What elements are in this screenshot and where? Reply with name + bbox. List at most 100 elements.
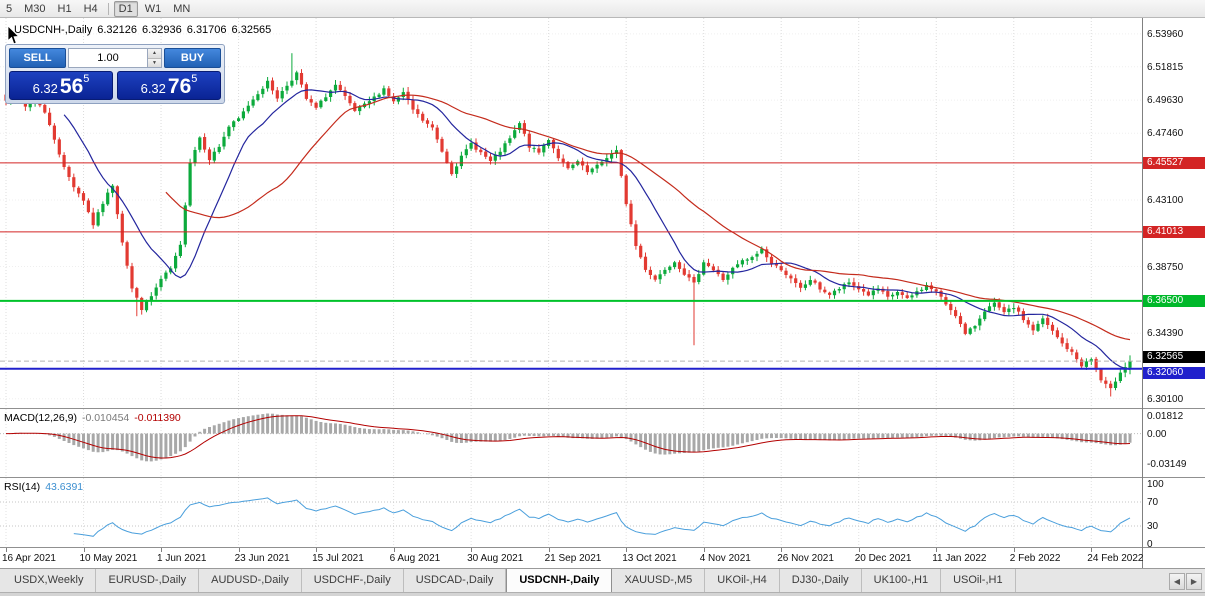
time-axis-label: 20 Dec 2021 <box>854 553 912 564</box>
ohlc-open: 6.32126 <box>97 24 137 36</box>
panel-separator[interactable] <box>0 408 1205 409</box>
bid-price-box[interactable]: 6.32 56 5 <box>9 71 113 100</box>
time-axis-label: 16 Apr 2021 <box>2 553 56 564</box>
time-axis-tick <box>316 548 318 552</box>
macd-indicator-label: MACD(12,26,9) -0.010454 -0.011390 <box>4 412 181 424</box>
price-axis-label: 6.47460 <box>1147 128 1184 140</box>
timeframe-button-5[interactable]: 5 <box>1 1 17 17</box>
macd-panel-canvas[interactable] <box>0 409 1142 477</box>
timeframe-button-h1[interactable]: H1 <box>53 1 77 17</box>
price-level-badge: 6.32565 <box>1143 351 1205 364</box>
timeframe-button-mn[interactable]: MN <box>168 1 195 17</box>
chart-symbol-period: USDCNH-,Daily <box>14 24 93 36</box>
tab-scroll-buttons: ◀ ▶ <box>1169 573 1202 590</box>
time-axis-tick <box>703 548 705 552</box>
time-axis-tick <box>6 548 7 552</box>
rsi-panel-canvas[interactable] <box>0 478 1142 547</box>
time-axis-label: 11 Jan 2022 <box>932 553 987 564</box>
sell-button[interactable]: SELL <box>9 48 66 68</box>
price-axis-label: 6.30100 <box>1147 393 1184 405</box>
mouse-cursor-icon <box>7 26 20 45</box>
price-level-badge: 6.41013 <box>1143 225 1205 238</box>
price-axis-label: 6.51815 <box>1147 61 1184 73</box>
macd-main-value: -0.010454 <box>81 412 130 424</box>
rsi-axis-label: 30 <box>1147 521 1159 532</box>
time-axis-tick <box>548 548 550 552</box>
time-axis-tick <box>858 548 860 552</box>
chart-tabs-bar: USDX,Weekly EURUSD-,Daily AUDUSD-,Daily USD… <box>0 568 1205 592</box>
chart-tab-xauusd-m5[interactable]: XAUUSD-,M5 <box>612 569 706 592</box>
bid-main: 6.32 <box>32 81 58 96</box>
rsi-indicator-label: RSI(14) 43.6391 <box>4 481 83 493</box>
tabs-scroll-left-button[interactable]: ◀ <box>1169 573 1185 590</box>
chart-tab-usdchf-daily[interactable]: USDCHF-,Daily <box>302 569 404 592</box>
time-axis-label: 10 May 2021 <box>79 553 138 564</box>
price-chart-canvas[interactable] <box>0 18 1142 408</box>
time-axis-tick <box>161 548 162 552</box>
ohlc-close: 6.32565 <box>231 24 272 36</box>
rsi-axis-label: 100 <box>1147 479 1164 490</box>
ask-price-box[interactable]: 6.32 76 5 <box>117 71 221 100</box>
volume-stepper[interactable]: 1.00 ▲ ▼ <box>68 48 162 68</box>
panel-separator[interactable] <box>0 477 1205 478</box>
time-axis-label: 26 Nov 2021 <box>777 553 834 564</box>
tabs-scroll-right-button[interactable]: ▶ <box>1186 573 1202 590</box>
ohlc-high: 6.32936 <box>142 24 182 36</box>
time-axis-label: 2 Feb 2022 <box>1009 553 1061 564</box>
timeframe-toolbar: 5 M30 H1 H4 D1 W1 MN <box>0 0 1205 18</box>
time-axis-tick <box>1091 548 1093 552</box>
timeframe-button-m30[interactable]: M30 <box>19 1 50 17</box>
time-axis-tick <box>393 548 395 552</box>
toolbar-separator <box>107 2 109 15</box>
price-axis-label: 6.53960 <box>1147 28 1184 40</box>
price-axis: 6.53960 6.51815 6.49630 6.47460 6.43100 6.387… <box>1142 18 1205 568</box>
chart-tab-uk100-h1[interactable]: UK100-,H1 <box>862 569 942 592</box>
price-axis-label: 6.43100 <box>1147 195 1184 206</box>
timeframe-button-h4[interactable]: H4 <box>79 1 103 17</box>
rsi-axis-label: 70 <box>1147 497 1159 508</box>
rsi-axis-label: 0 <box>1147 539 1153 550</box>
time-axis-tick <box>83 548 85 552</box>
panel-separator[interactable] <box>0 547 1205 548</box>
chart-tab-usoil-h1[interactable]: USOil-,H1 <box>941 569 1016 592</box>
chart-tab-audusd-daily[interactable]: AUDUSD-,Daily <box>199 569 302 592</box>
chart-tab-ukoil-h4[interactable]: UKOil-,H4 <box>705 569 780 592</box>
chart-tab-usdcnh-daily[interactable]: USDCNH-,Daily <box>506 569 613 592</box>
macd-axis-label: 0.00 <box>1147 428 1167 440</box>
time-axis-tick <box>1013 548 1015 552</box>
macd-name: MACD(12,26,9) <box>4 412 77 424</box>
time-axis: 16 Apr 2021 10 May 2021 1 Jun 2021 23 Jun 2… <box>0 548 1144 568</box>
bid-pips: 56 <box>59 75 84 98</box>
time-axis-label: 13 Oct 2021 <box>622 553 677 564</box>
price-axis-label: 6.38750 <box>1147 261 1184 273</box>
buy-button[interactable]: BUY <box>164 48 221 68</box>
time-axis-label: 23 Jun 2021 <box>234 553 290 564</box>
time-axis-tick <box>936 548 938 552</box>
price-axis-label: 6.49630 <box>1147 95 1184 107</box>
timeframe-button-d1[interactable]: D1 <box>113 0 138 17</box>
chart-tab-dj30-daily[interactable]: DJ30-,Daily <box>780 569 862 592</box>
chart-tab-usdx-weekly[interactable]: USDX,Weekly <box>2 569 97 592</box>
time-axis-label: 1 Jun 2021 <box>157 553 207 564</box>
time-axis-tick <box>626 548 628 552</box>
time-axis-label: 24 Feb 2022 <box>1087 553 1144 564</box>
time-axis-label: 21 Sep 2021 <box>544 553 602 564</box>
volume-value[interactable]: 1.00 <box>97 52 119 64</box>
macd-signal-value: -0.011390 <box>134 412 181 424</box>
timeframe-button-w1[interactable]: W1 <box>140 1 167 17</box>
rsi-value: 43.6391 <box>45 481 84 493</box>
volume-decrease-button[interactable]: ▼ <box>148 58 161 67</box>
one-click-trading-panel: SELL 1.00 ▲ ▼ BUY 6.32 56 5 6.32 76 5 <box>5 44 225 104</box>
chart-title: USDCNH-,Daily 6.32126 6.32936 6.31706 6.3256… <box>14 24 276 36</box>
ask-point: 5 <box>191 73 198 85</box>
price-level-badge: 6.36500 <box>1143 294 1205 307</box>
time-axis-tick <box>781 548 783 552</box>
chart-tab-usdcad-daily[interactable]: USDCAD-,Daily <box>404 569 507 592</box>
volume-increase-button[interactable]: ▲ <box>148 49 161 59</box>
time-axis-tick <box>471 548 473 552</box>
macd-axis-label: -0.03149 <box>1147 458 1187 470</box>
time-axis-label: 4 Nov 2021 <box>699 553 751 564</box>
price-level-badge: 6.45527 <box>1143 156 1205 169</box>
chart-tab-eurusd-daily[interactable]: EURUSD-,Daily <box>96 569 200 592</box>
